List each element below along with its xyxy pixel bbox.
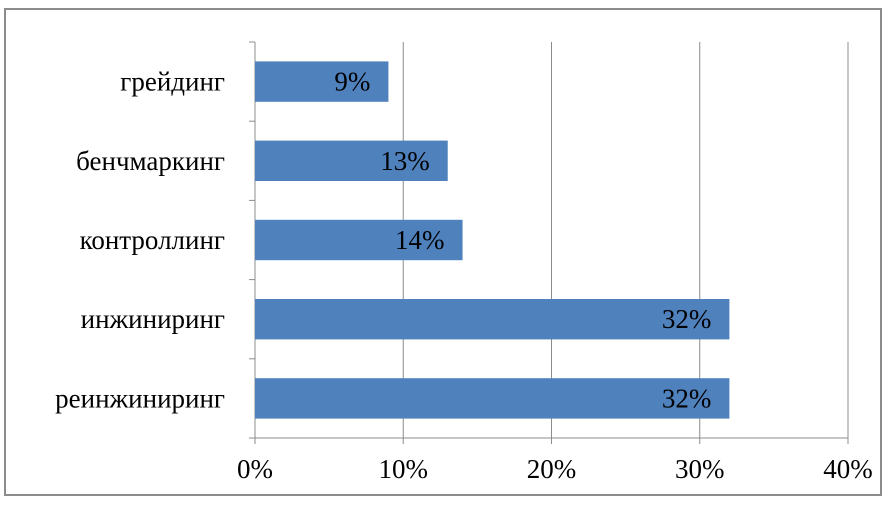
x-tick-label: 40% <box>823 454 873 484</box>
data-label: 14% <box>395 225 445 255</box>
category-label: инжиниринг <box>81 304 225 334</box>
x-tick-label: 10% <box>379 454 429 484</box>
bar <box>255 219 463 261</box>
data-label: 9% <box>334 67 370 97</box>
labels: 0% 10% 20% 30% 40% реинжиниринг 32% инжиниринг 3… <box>55 67 873 484</box>
data-label: 32% <box>662 383 712 413</box>
bar <box>255 61 389 102</box>
bar <box>255 378 730 419</box>
category-label: бенчмаркинг <box>76 146 225 176</box>
bar <box>255 140 448 181</box>
data-label: 13% <box>380 146 430 176</box>
x-tick-label: 30% <box>675 454 725 484</box>
category-label: грейдинг <box>120 67 225 97</box>
x-tick-label: 20% <box>527 454 577 484</box>
category-label: реинжиниринг <box>55 383 225 413</box>
x-tick-label: 0% <box>237 454 273 484</box>
category-label: контроллинг <box>80 225 225 255</box>
bar <box>255 299 730 340</box>
bars <box>255 61 730 419</box>
data-label: 32% <box>662 304 712 334</box>
